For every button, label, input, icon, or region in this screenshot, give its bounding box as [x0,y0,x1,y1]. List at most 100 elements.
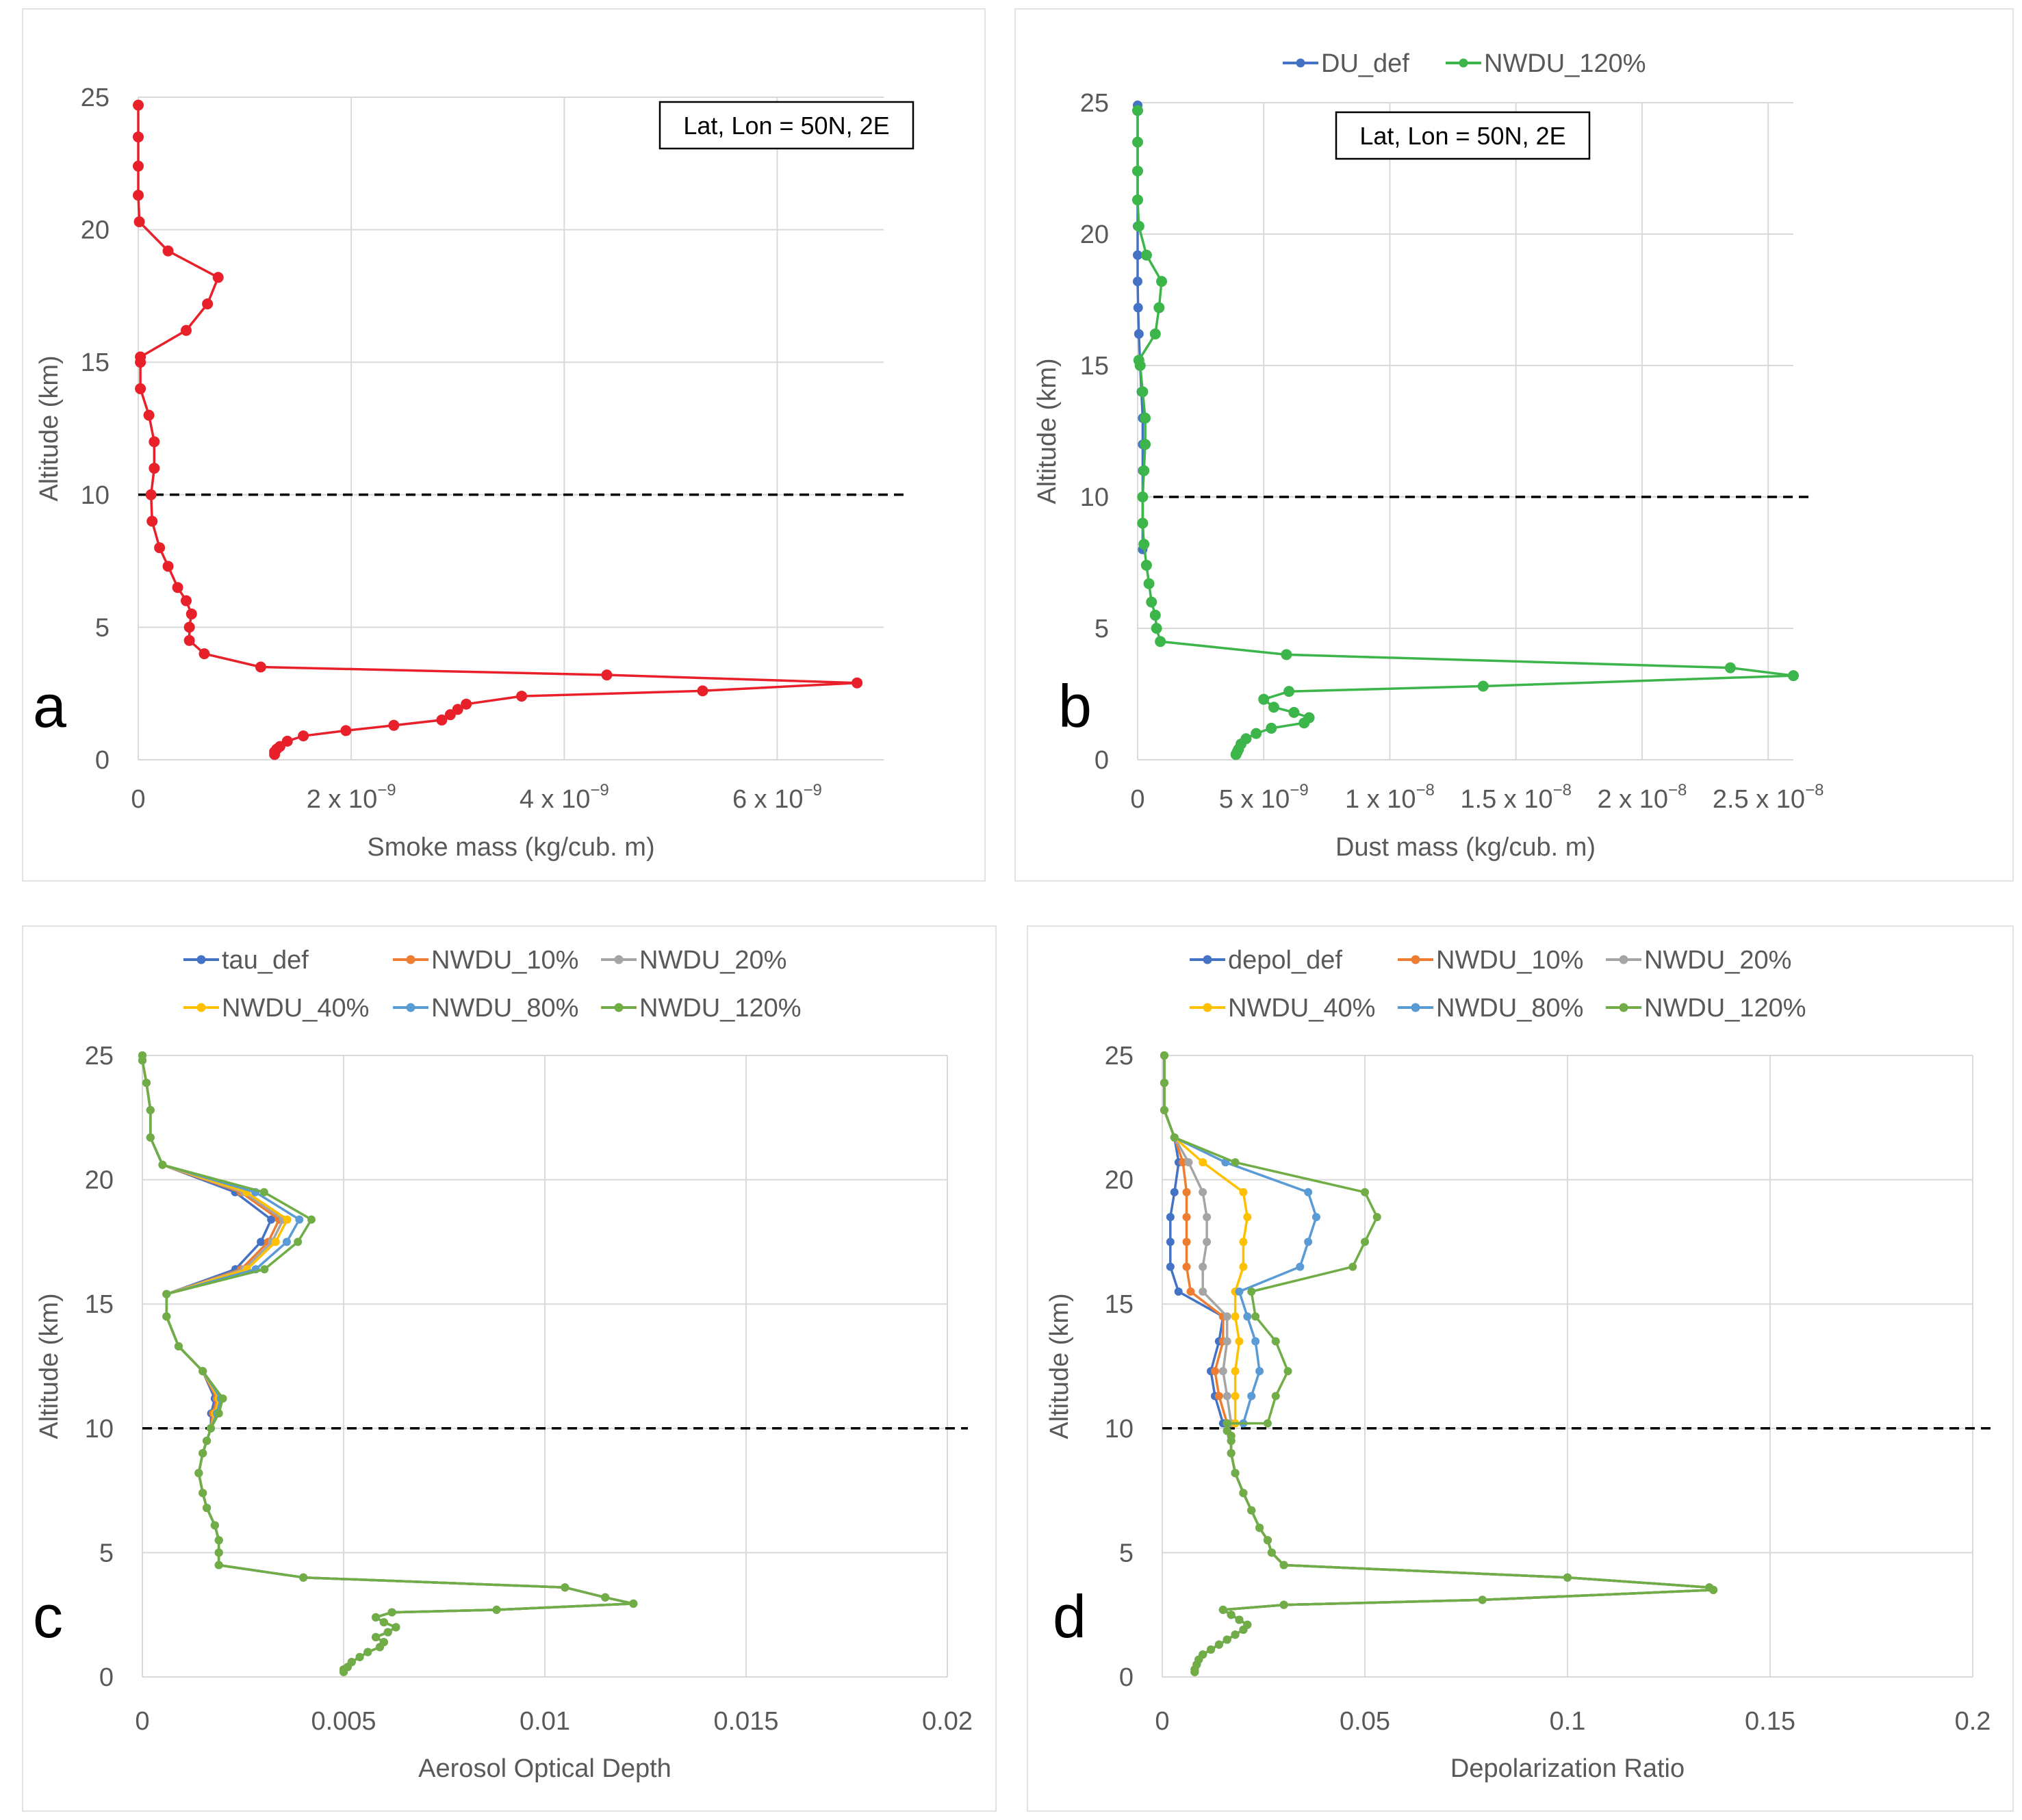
data-point-du-def-8 [1134,329,1144,339]
data-point-nwdu120-29 [214,1409,223,1418]
data-point-nwdu80-37 [1296,1262,1305,1271]
chart-a-svg: 0 5 10 15 20 25 0 2 x 10−9 4 x 10−9 6 x 10−9 Smoke… [33,84,914,862]
data-point-nwdu20-38 [1203,1238,1212,1246]
legend-marker-1 [1459,58,1468,68]
data-point-nwdu120-39 [158,1160,167,1169]
legend-marker-1 [406,955,415,964]
data-point-smoke-16 [255,661,266,673]
data-point-depoldef-38 [1166,1238,1175,1246]
legend-marker-3 [196,1003,206,1012]
data-point-nwdu120-20 [1267,1548,1276,1557]
data-point-nwdu120-36 [294,1238,303,1246]
data-point-nwdu120-38 [1361,1238,1369,1246]
data-point-smoke-25 [146,515,158,527]
data-point-smoke-33 [181,324,192,336]
y-axis-label: Altitude (km) [1045,1293,1074,1439]
data-point-smoke-36 [162,245,174,257]
data-point-nwdu-120-21 [1143,578,1155,589]
data-point-nwdu120-6 [1214,1640,1223,1649]
data-point-nwdu120-5 [1207,1645,1216,1654]
series-line-nwdu20 [141,1055,635,1672]
y-tick-label-2: 10 [85,1415,114,1444]
data-point-nwdu120-26 [1227,1449,1236,1458]
x-tick-label-4: 0.02 [922,1707,973,1736]
data-point-nwdu120-4 [355,1652,364,1661]
y-tick-label-4: 20 [81,216,110,245]
annotation-text: Lat, Lon = 50N, 2E [1359,122,1565,150]
data-point-du-def-10 [1133,277,1142,287]
x-tick-label-0: 0 [1130,785,1144,814]
data-point-smoke-17 [199,648,210,660]
data-point-nwdu120-9 [383,1628,392,1637]
chart-b-svg: 0 5 10 15 20 25 0 5 x 10−9 1 x 10−8 1.5 x 10−8 2 x… [1033,49,1823,862]
data-point-nwdu80-34 [1251,1337,1260,1346]
data-point-smoke-30 [135,383,146,394]
data-point-nwdu120-44 [1160,1078,1168,1087]
series-line-nwdu-120 [1136,110,1795,756]
data-point-nwdu120-15 [629,1599,638,1608]
data-point-nwdu10-36 [1186,1287,1195,1296]
data-point-nwdu-120-24 [1137,517,1149,529]
y-tick-label-5: 25 [85,1042,114,1071]
data-point-nwdu120-41 [1231,1158,1240,1167]
y-axis-label: Altitude (km) [1033,358,1062,504]
series-line-nwdu10 [1163,1055,1715,1672]
x-tick-label-2: 0.1 [1550,1707,1586,1736]
data-point-nwdu-120-8 [1303,712,1315,723]
data-point-nwdu120-21 [1263,1536,1272,1545]
data-point-smoke-15 [601,669,613,681]
x-tick-label-1: 0.05 [1340,1707,1390,1736]
data-point-nwdu40-32 [1231,1392,1240,1400]
data-point-nwdu120-11 [1235,1615,1244,1624]
data-point-nwdu120-21 [214,1536,223,1545]
data-point-smoke-28 [149,436,160,448]
data-point-nwdu120-34 [162,1290,171,1298]
data-point-nwdu40-33 [1231,1367,1240,1376]
legend-marker-1 [1411,955,1420,964]
data-point-nwdu120-43 [1160,1105,1168,1114]
data-point-nwdu120-34 [1271,1337,1280,1346]
data-point-nwdu120-25 [194,1469,203,1478]
data-point-nwdu120-18 [299,1573,308,1582]
data-point-nwdu-120-35 [1140,249,1152,261]
data-point-smoke-8 [436,714,448,726]
data-point-nwdu120-11 [379,1618,388,1627]
legend-label-0: tau_def [222,946,309,975]
y-tick-label-4: 20 [85,1166,114,1195]
x-axis-label: Aerosol Optical Depth [418,1754,671,1783]
data-point-nwdu-120-39 [1132,136,1143,148]
legend-label-4: NWDU_80% [431,994,578,1023]
data-point-nwdu-120-22 [1140,559,1152,571]
data-point-smoke-35 [212,272,224,283]
panel-letter: b [1058,672,1092,740]
data-point-smoke-5 [298,730,309,742]
y-tick-label-2: 10 [1105,1415,1134,1444]
y-tick-label-0: 0 [95,746,110,775]
chart-c-svg: 0 5 10 15 20 25 0 0.005 0.01 0.015 0.02 Aerosol Opt… [33,946,973,1783]
data-point-nwdu-120-14 [1788,670,1799,682]
series-line-nwdu80 [1163,1055,1715,1672]
data-point-nwdu80-33 [1255,1367,1264,1376]
data-point-nwdu-120-4 [1240,733,1252,745]
x-tick-label-3: 1.5 x 10−8 [1460,781,1572,814]
data-point-nwdu20-37 [1199,1262,1207,1271]
y-tick-label-3: 15 [1080,352,1109,381]
data-point-nwdu40-37 [283,1215,292,1224]
y-tick-label-0: 0 [1095,746,1109,775]
data-point-nwdu-120-34 [1156,276,1168,287]
data-point-nwdu80-32 [1247,1392,1256,1400]
series-line-depoldef [1163,1055,1715,1672]
data-point-nwdu80-39 [1311,1213,1320,1222]
data-point-nwdu-120-25 [1137,491,1149,502]
legend-marker-5 [1619,1003,1628,1012]
panel-d: 0 5 10 15 20 25 0 0.05 0.1 0.15 0.2 Depolarization … [1027,925,2014,1812]
data-point-nwdu-120-18 [1151,623,1162,634]
data-point-nwdu120-16 [601,1593,610,1602]
legend-label-5: NWDU_120% [639,994,802,1023]
data-point-nwdu120-23 [1247,1506,1256,1515]
series-line-nwdu120 [1163,1055,1715,1672]
data-point-smoke-22 [172,582,183,593]
data-point-smoke-19 [183,621,195,633]
data-point-depoldef-39 [1166,1213,1175,1222]
x-tick-label-3: 0.015 [713,1707,778,1736]
